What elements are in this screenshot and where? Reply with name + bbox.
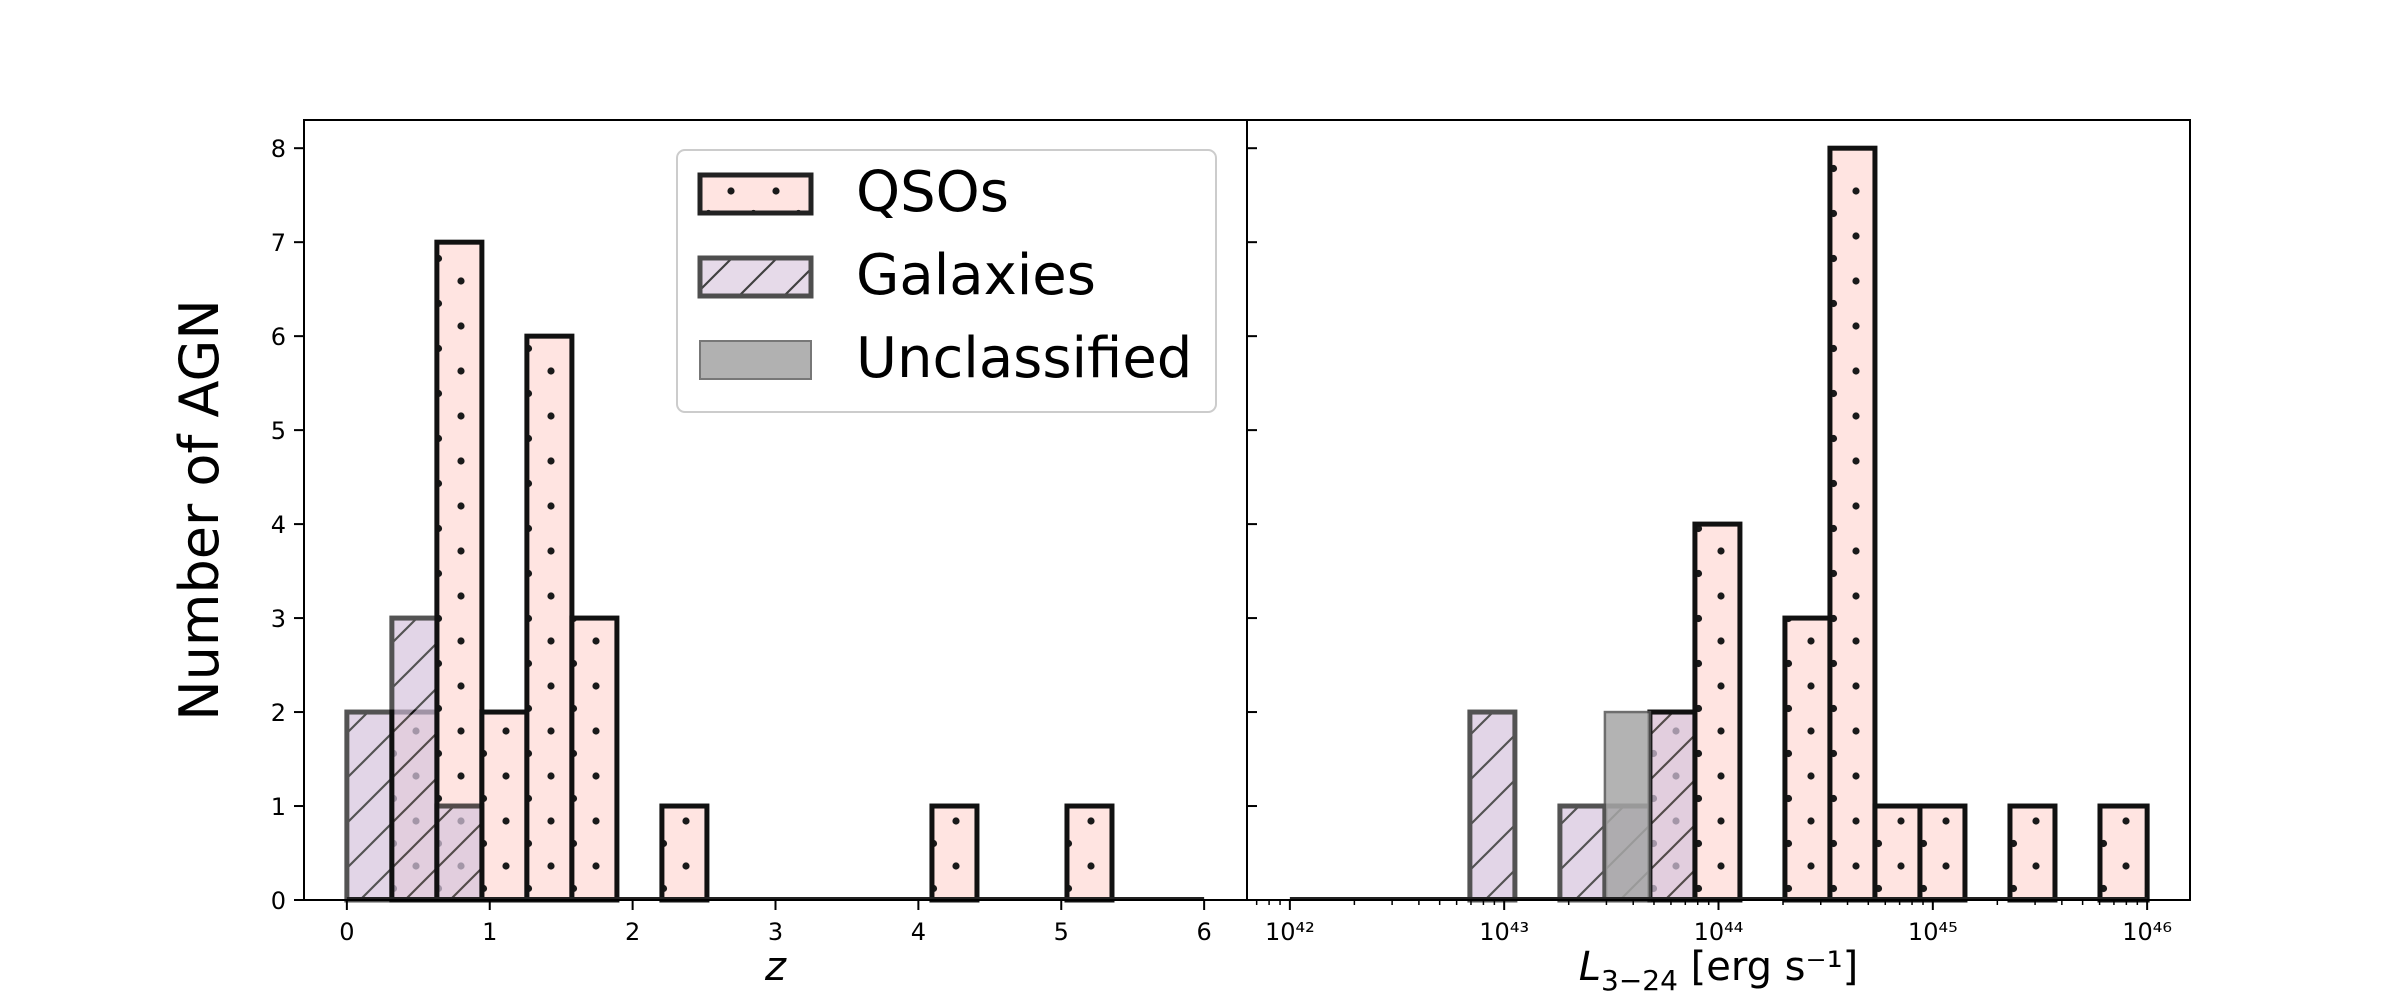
unclassified-bar <box>1603 710 1652 902</box>
legend-entry-unclassified: Unclassified <box>699 326 1192 391</box>
y-tick-label: 8 <box>271 135 286 163</box>
qso-bar <box>569 615 620 903</box>
series-qso <box>1647 145 2150 903</box>
x-tick-label: 3 <box>768 918 783 946</box>
series-galaxy <box>344 615 485 903</box>
y-tick-label: 2 <box>271 699 286 727</box>
qso-bar <box>2007 803 2058 903</box>
y-tick-label: 0 <box>271 887 286 915</box>
series-galaxy <box>1467 709 1698 903</box>
x-tick-label: 10⁴⁶ <box>2122 918 2172 946</box>
qso-bar <box>1692 521 1743 903</box>
qso-bar <box>434 239 485 903</box>
x-tick-label: 10⁴⁴ <box>1694 918 1744 946</box>
y-tick-label: 6 <box>271 323 286 351</box>
x-tick-label: 2 <box>625 918 640 946</box>
legend-entry-galaxy: Galaxies <box>697 243 1096 308</box>
legend-swatch <box>699 340 812 380</box>
x-tick-label: 5 <box>1054 918 1069 946</box>
legend-swatch <box>697 172 814 216</box>
left-panel: 0 1 2 3 4 5 6 0 1 2 3 4 5 6 7 8 z <box>271 119 1248 990</box>
legend-swatch <box>697 255 814 299</box>
qso-bar <box>659 803 710 903</box>
qso-bar <box>1872 803 1923 903</box>
y-tick-label: 1 <box>271 793 286 821</box>
y-tick-label: 7 <box>271 229 286 257</box>
y-tick-label: 5 <box>271 417 286 445</box>
legend-label: QSOs <box>856 160 1009 225</box>
x-tick-label: 10⁴³ <box>1479 918 1529 946</box>
x-tick-label: 4 <box>911 918 926 946</box>
legend-label: Unclassified <box>856 326 1192 391</box>
y-tick-label: 4 <box>271 511 286 539</box>
galaxy-bar <box>1647 709 1698 903</box>
legend-entry-qso: QSOs <box>697 160 1009 225</box>
galaxy-bar <box>1557 803 1608 903</box>
x-tick-label: 6 <box>1196 918 1211 946</box>
qso-bar <box>1064 803 1115 903</box>
y-axis-label: Number of AGN <box>168 299 231 721</box>
galaxy-bar <box>389 615 440 903</box>
right-panel: 10⁴² 10⁴³ 10⁴⁴ 10⁴⁵ 10⁴⁶ L3−24 [erg s⁻¹] <box>1246 119 2191 997</box>
qso-bar <box>479 709 530 903</box>
legend-label: Galaxies <box>856 243 1096 308</box>
legend: QSOs Galaxies Unclassified <box>676 149 1217 413</box>
qso-bar <box>1827 145 1878 903</box>
x-axis-label: z <box>764 944 787 990</box>
galaxy-bar <box>434 803 485 903</box>
galaxy-bar <box>344 709 395 903</box>
qso-bar <box>524 333 575 903</box>
qso-bar <box>929 803 980 903</box>
x-tick-label: 0 <box>339 918 354 946</box>
x-tick-label: 10⁴² <box>1265 918 1315 946</box>
y-tick-label: 3 <box>271 605 286 633</box>
galaxy-bar <box>1467 709 1518 903</box>
qso-bar <box>1917 803 1968 903</box>
qso-bar <box>2097 803 2150 903</box>
x-tick-label: 10⁴⁵ <box>1908 918 1958 946</box>
x-tick-label: 1 <box>482 918 497 946</box>
x-axis-label: L3−24 [erg s⁻¹] <box>1579 944 1859 997</box>
qso-bar <box>1782 615 1833 903</box>
series-unclassified <box>1603 710 1652 902</box>
